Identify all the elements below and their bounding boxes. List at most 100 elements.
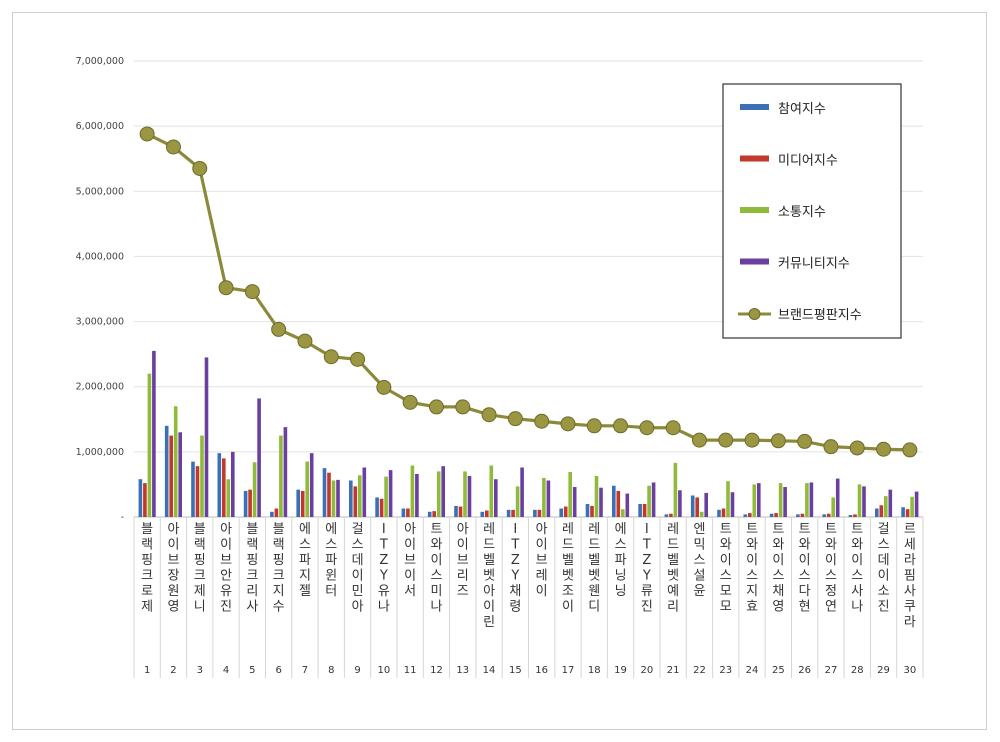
legend-label: 커뮤니티지수 — [778, 257, 850, 272]
bar — [585, 503, 590, 517]
line-point — [139, 126, 155, 142]
rank-label: 29 — [877, 665, 890, 676]
bar — [222, 458, 226, 517]
bar — [336, 479, 340, 517]
bar — [169, 435, 173, 517]
bar — [353, 486, 358, 517]
rank-label: 10 — [377, 665, 390, 676]
bar — [704, 492, 708, 517]
bar — [664, 514, 669, 517]
legend-swatch — [740, 155, 769, 162]
rank-label: 26 — [798, 665, 811, 676]
bar — [406, 508, 410, 517]
line-point — [455, 399, 471, 415]
bar — [494, 479, 498, 517]
bar — [769, 513, 774, 517]
bar — [533, 509, 537, 517]
line-point — [586, 418, 602, 434]
bar — [695, 497, 699, 517]
line-point — [218, 280, 234, 296]
line-point — [402, 394, 418, 410]
bar — [730, 492, 735, 517]
legend-marker — [748, 308, 761, 320]
bar — [848, 515, 853, 517]
bar — [467, 475, 472, 517]
rank-label: 23 — [719, 665, 732, 676]
bar — [489, 465, 494, 517]
bar — [147, 373, 152, 517]
bar — [200, 435, 204, 517]
bar — [415, 474, 419, 517]
rank-label: 3 — [197, 665, 203, 676]
bar — [309, 453, 314, 517]
brand-reputation-chart: - 1,000,000 2,000,000 3,000,000 4,000,000 5,0… — [76, 56, 924, 678]
bar — [647, 485, 651, 517]
bar — [743, 514, 748, 517]
bar — [152, 350, 156, 517]
bar — [568, 472, 572, 517]
bar — [669, 513, 673, 517]
line-point — [691, 432, 707, 448]
legend-label: 참여지수 — [778, 102, 826, 117]
rank-label: 28 — [851, 665, 864, 676]
legend-label: 미디어지수 — [778, 154, 838, 169]
rank-label: 2 — [170, 665, 176, 676]
bar — [879, 505, 884, 517]
legend-swatch — [740, 258, 769, 265]
line-point — [797, 433, 813, 449]
bar — [410, 465, 415, 517]
bar — [612, 485, 616, 517]
bar — [783, 487, 787, 517]
bar — [248, 489, 252, 517]
bar — [800, 513, 805, 517]
bar — [349, 480, 353, 517]
line-point — [165, 139, 181, 155]
y-tick-label: 3,000,000 — [76, 317, 124, 328]
bar — [164, 425, 169, 517]
bar — [590, 505, 594, 517]
line-point — [639, 420, 655, 436]
bar — [322, 468, 327, 517]
bar — [432, 511, 436, 517]
bar — [757, 483, 761, 517]
bar — [454, 505, 458, 517]
bar — [178, 432, 182, 517]
y-tick-label: 7,000,000 — [76, 56, 124, 67]
rank-label: 27 — [825, 665, 838, 676]
bar — [699, 511, 704, 517]
rank-label: 24 — [746, 665, 759, 676]
bar — [831, 497, 835, 517]
bar — [625, 493, 630, 517]
bar — [853, 514, 857, 517]
bar — [546, 480, 551, 517]
rank-label: 1 — [144, 665, 150, 676]
bar — [616, 490, 621, 517]
bar — [621, 509, 625, 517]
line-point — [323, 349, 339, 365]
rank-label: 22 — [693, 665, 706, 676]
bar — [257, 398, 261, 517]
bar — [296, 489, 300, 517]
rank-label: 12 — [430, 665, 443, 676]
bar — [905, 509, 910, 517]
bar — [283, 427, 288, 517]
bar — [384, 476, 388, 517]
bar — [458, 506, 463, 517]
line-point — [428, 399, 444, 415]
bar — [243, 490, 248, 517]
line-point — [718, 432, 734, 448]
rank-label: 13 — [456, 665, 469, 676]
bar — [901, 507, 905, 517]
bar — [300, 490, 305, 517]
bar — [717, 509, 721, 517]
bar — [279, 435, 283, 517]
